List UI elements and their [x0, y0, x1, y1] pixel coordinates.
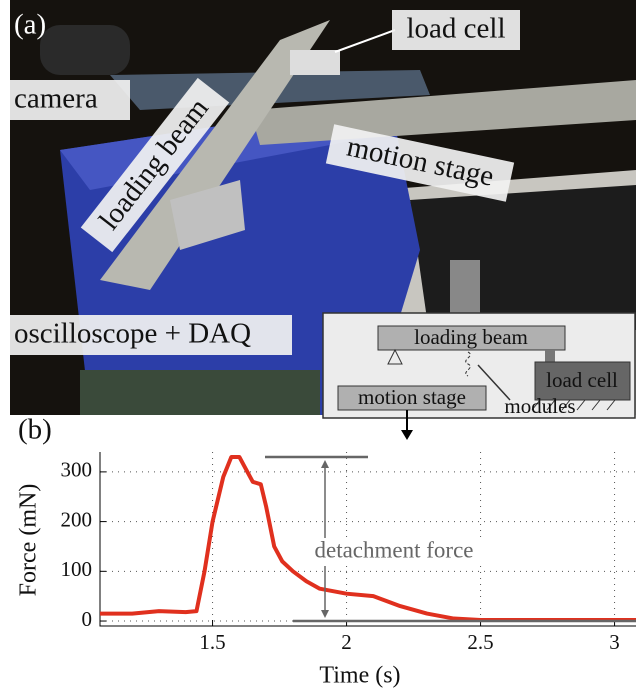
- y-tick-label: 100: [61, 557, 93, 581]
- annotation: camera: [14, 83, 98, 115]
- y-tick-label: 200: [61, 507, 93, 531]
- panel-label: (b): [18, 414, 52, 446]
- annotation: detachment force: [315, 537, 474, 562]
- inset-label: loading beam: [414, 325, 528, 349]
- x-tick-label: 2.5: [467, 630, 493, 654]
- x-axis-label: Time (s): [319, 663, 400, 689]
- panel-label: (a): [14, 9, 46, 41]
- x-tick-label: 2: [341, 630, 352, 654]
- inset-label: motion stage: [358, 385, 466, 409]
- y-axis-label: Force (mN): [16, 484, 42, 597]
- inset-label: load cell: [546, 368, 618, 392]
- y-tick-label: 0: [82, 607, 93, 631]
- inset-label: modules: [504, 394, 575, 418]
- x-tick-label: 1.5: [199, 630, 225, 654]
- figure: (a) load cell camera loading beam motion…: [0, 0, 636, 694]
- annotation: oscilloscope + DAQ: [14, 318, 251, 350]
- y-tick-label: 300: [61, 458, 93, 482]
- x-tick-label: 3: [609, 630, 620, 654]
- annotation: load cell: [406, 13, 505, 45]
